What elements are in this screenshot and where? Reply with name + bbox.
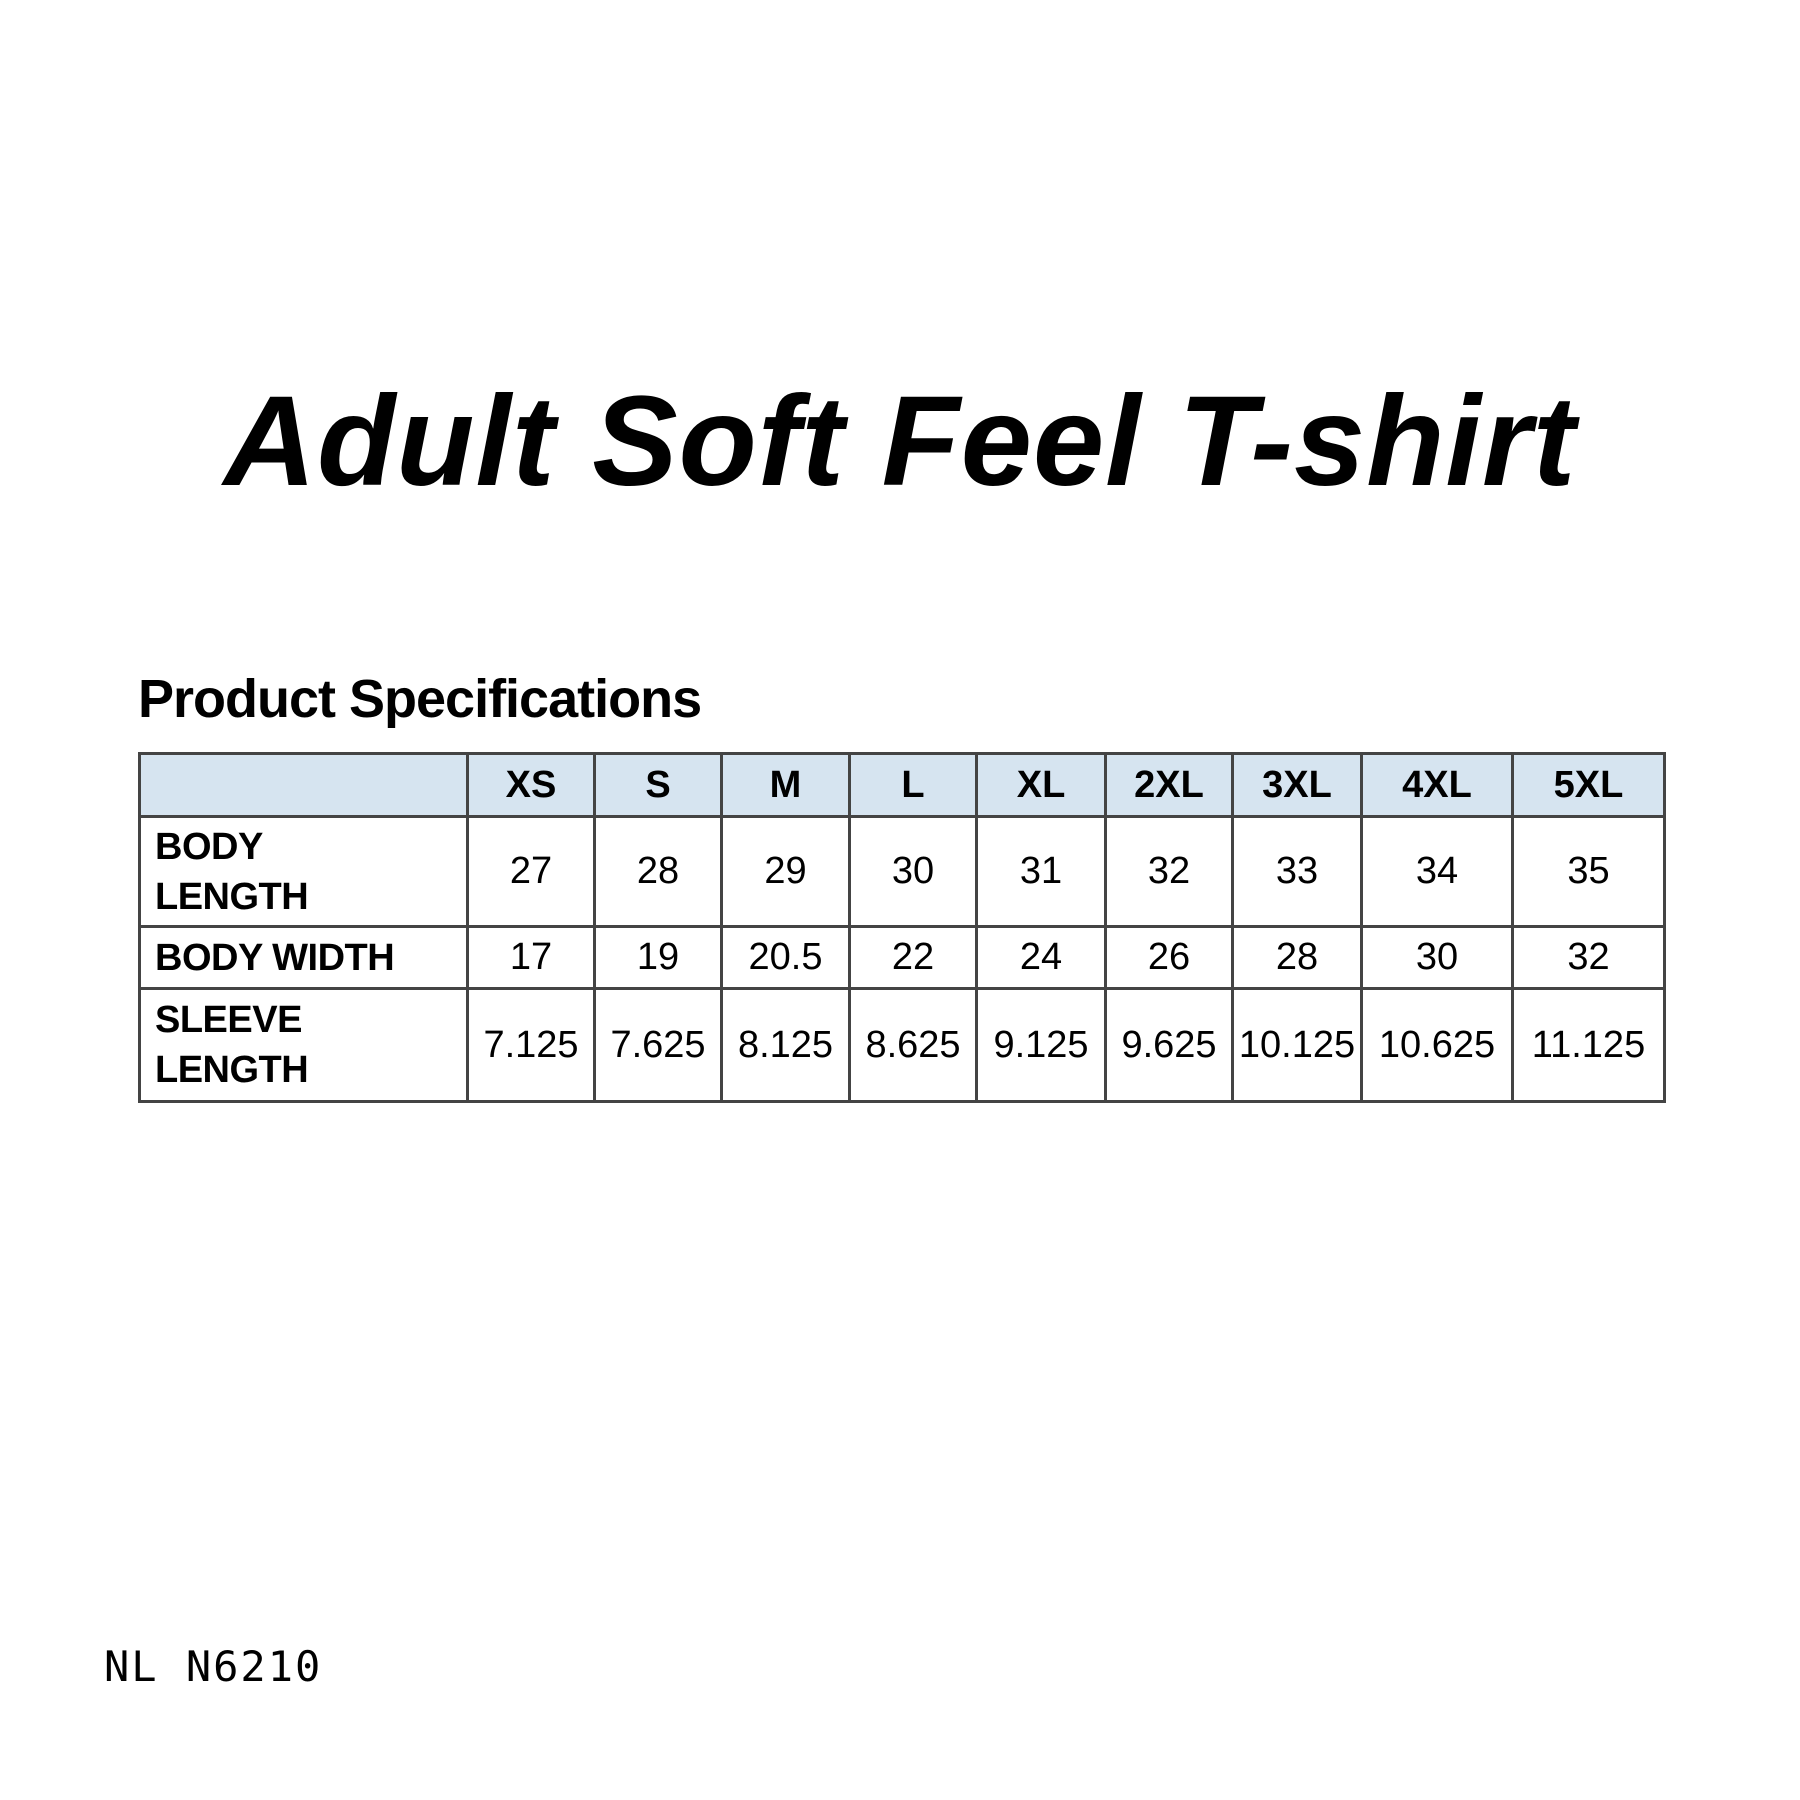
table-cell: 22 [848, 925, 978, 990]
header-row: XS S M L XL 2XL 3XL 4XL 5XL [138, 752, 1666, 818]
row-label-line: BODY WIDTH [155, 936, 395, 979]
row-label: SLEEVE LENGTH [138, 987, 469, 1103]
table-cell: 33 [1231, 815, 1363, 928]
table-cell: 31 [975, 815, 1107, 928]
table-cell: 26 [1104, 925, 1234, 990]
table-cell: 27 [466, 815, 596, 928]
size-header-2xl: 2XL [1104, 752, 1234, 818]
table-cell: 24 [975, 925, 1107, 990]
row-label-line: SLEEVE [155, 999, 302, 1041]
size-chart-table: XS S M L XL 2XL 3XL 4XL 5XL BODY LENGTH 27 28 29 30 31… [138, 752, 1666, 1103]
table-row: BODY LENGTH 27 28 29 30 31 32 33 34 35 [138, 815, 1666, 928]
table-cell: 19 [593, 925, 723, 990]
table-cell: 32 [1104, 815, 1234, 928]
table-cell: 8.125 [720, 987, 851, 1103]
table-cell: 11.125 [1511, 987, 1666, 1103]
table-cell: 29 [720, 815, 851, 928]
table-cell: 8.625 [848, 987, 978, 1103]
table-row: BODY WIDTH 17 19 20.5 22 24 26 28 30 32 [138, 925, 1666, 990]
table-cell: 28 [1231, 925, 1363, 990]
size-header-xs: XS [466, 752, 596, 818]
row-label-line: BODY [155, 825, 263, 868]
product-code: NL N6210 [104, 1642, 323, 1691]
table-cell: 20.5 [720, 925, 851, 990]
size-header-l: L [848, 752, 978, 818]
row-label-line: LENGTH [155, 1049, 309, 1091]
size-header-5xl: 5XL [1511, 752, 1666, 818]
table-cell: 10.125 [1231, 987, 1363, 1103]
size-header-3xl: 3XL [1231, 752, 1363, 818]
size-header-s: S [593, 752, 723, 818]
table-cell: 7.625 [593, 987, 723, 1103]
table-cell: 32 [1511, 925, 1666, 990]
header-corner [138, 752, 469, 818]
table-cell: 30 [1360, 925, 1514, 990]
size-header-4xl: 4XL [1360, 752, 1514, 818]
table-cell: 35 [1511, 815, 1666, 928]
row-label: BODY WIDTH [138, 925, 469, 990]
table-cell: 34 [1360, 815, 1514, 928]
table-cell: 7.125 [466, 987, 596, 1103]
table-cell: 30 [848, 815, 978, 928]
table-cell: 28 [593, 815, 723, 928]
table-cell: 17 [466, 925, 596, 990]
table-row: SLEEVE LENGTH 7.125 7.625 8.125 8.625 9.125 9.6… [138, 987, 1666, 1103]
row-label: BODY LENGTH [138, 815, 469, 928]
size-header-xl: XL [975, 752, 1107, 818]
size-header-m: M [720, 752, 851, 818]
spec-heading: Product Specifications [138, 669, 702, 729]
table-cell: 9.625 [1104, 987, 1234, 1103]
table-cell: 10.625 [1360, 987, 1514, 1103]
table-cell: 9.125 [975, 987, 1107, 1103]
page-title: Adult Soft Feel T-shirt [223, 370, 1577, 513]
row-label-line: LENGTH [155, 875, 309, 918]
